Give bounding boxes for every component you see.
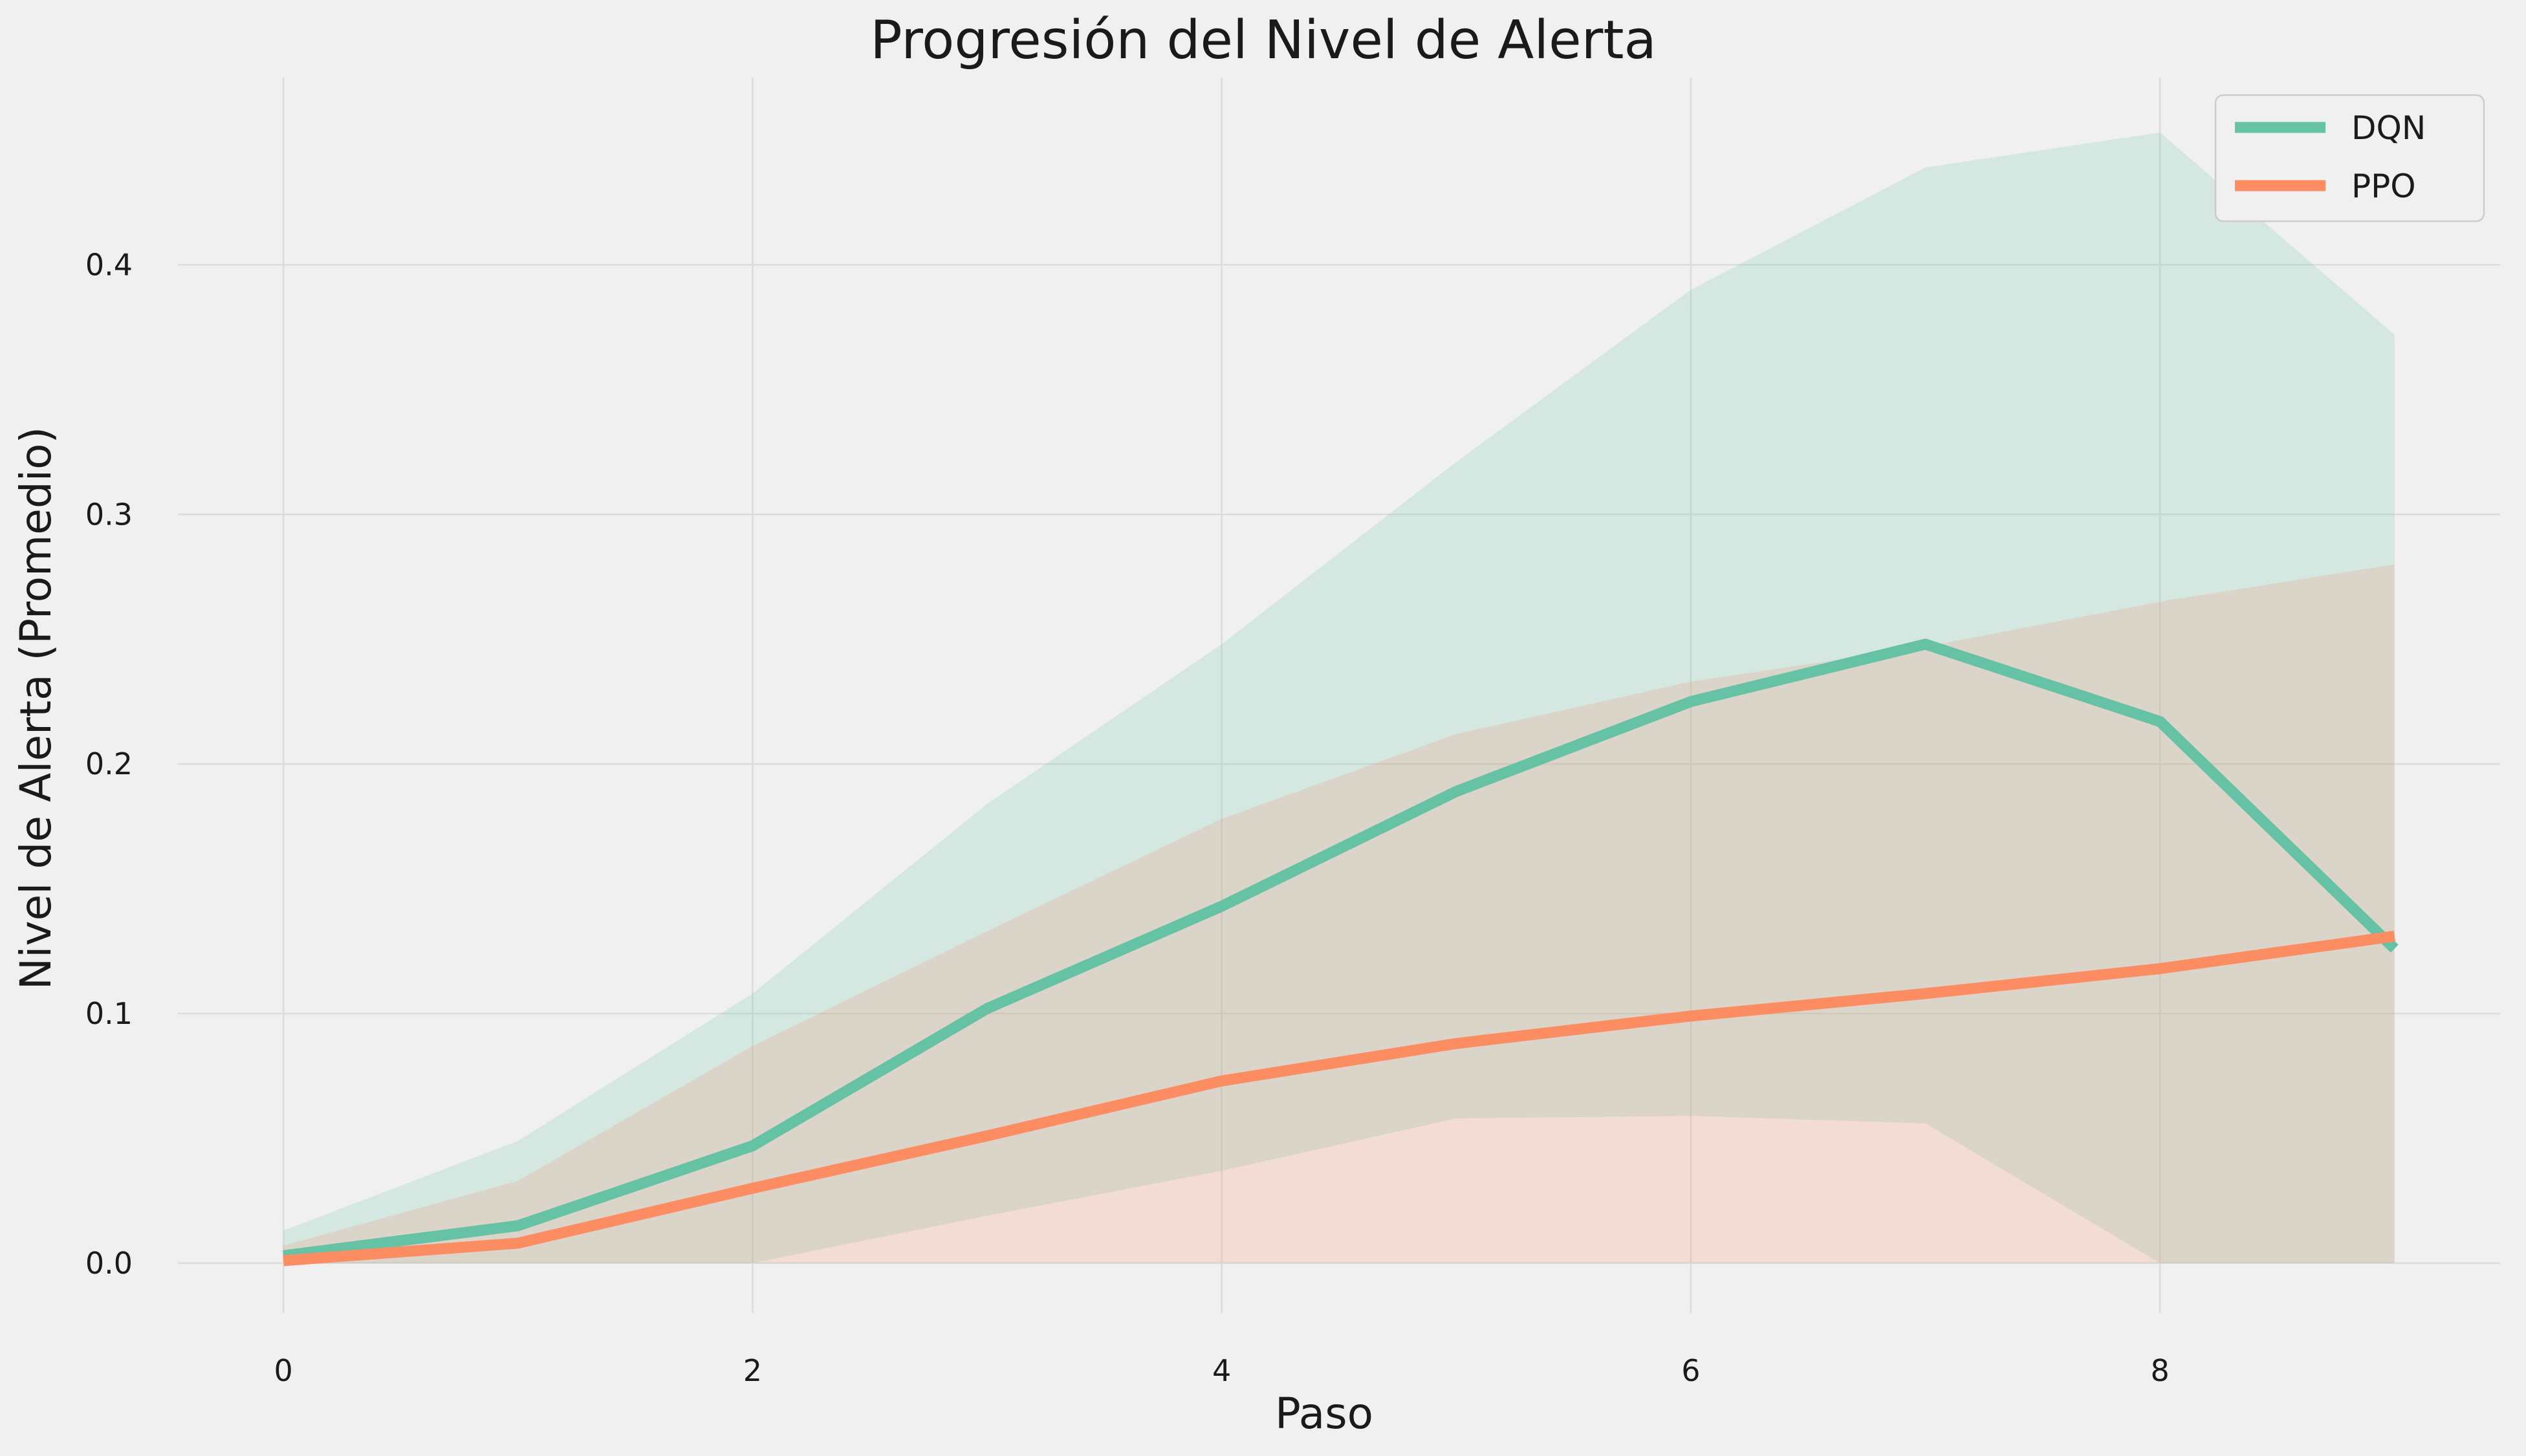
x-tick-label: 4	[1212, 1353, 1231, 1388]
y-tick-label: 0.3	[85, 497, 133, 532]
x-tick-label: 8	[2151, 1353, 2170, 1388]
y-tick-label: 0.2	[85, 746, 133, 781]
legend-box	[2214, 94, 2485, 223]
x-tick-label: 0	[274, 1353, 293, 1388]
legend-label-dqn: DQN	[2351, 109, 2426, 147]
y-tick-label: 0.0	[85, 1246, 133, 1281]
band-dqn	[283, 132, 2395, 1263]
line-dqn	[283, 638, 2399, 1261]
x-tick-label: 6	[1681, 1353, 1700, 1388]
x-axis-label: Paso	[1275, 1389, 1373, 1439]
series-lines	[283, 638, 2399, 1266]
y-axis-label: Nivel de Alerta (Promedio)	[11, 427, 61, 990]
x-axis-ticks: 0 2 4 6 8	[274, 1353, 2170, 1388]
x-tick-label: 2	[743, 1353, 762, 1388]
line-ppo	[283, 930, 2395, 1266]
legend-label-ppo: PPO	[2351, 168, 2416, 205]
grid	[178, 78, 2500, 1313]
y-axis-ticks: 0.0 0.1 0.2 0.3 0.4	[85, 247, 133, 1280]
chart-title: Progresión del Nivel de Alerta	[870, 10, 1657, 71]
y-tick-label: 0.1	[85, 996, 133, 1031]
confidence-bands	[283, 132, 2395, 1263]
band-ppo	[283, 564, 2395, 1263]
y-tick-label: 0.4	[85, 247, 133, 282]
legend: DQN PPO	[2214, 94, 2485, 223]
